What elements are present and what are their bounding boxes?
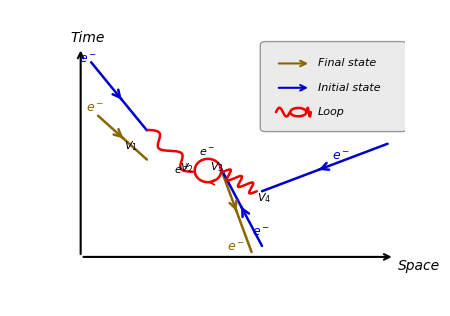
Text: $e^-$: $e^-$	[227, 241, 246, 254]
Text: $e^-$: $e^-$	[86, 102, 104, 115]
Text: Loop: Loop	[318, 107, 345, 117]
Text: $V_1$: $V_1$	[124, 139, 138, 153]
Text: $V_2$: $V_2$	[180, 161, 194, 175]
Text: Initial state: Initial state	[318, 83, 380, 93]
Text: $e^+$: $e^+$	[174, 162, 190, 177]
Text: Space: Space	[398, 259, 440, 273]
Text: Final state: Final state	[318, 58, 376, 69]
Text: Time: Time	[70, 31, 104, 45]
Text: $e^-$: $e^-$	[79, 53, 97, 66]
Text: $e^-$: $e^-$	[199, 147, 216, 158]
Text: $V_3$: $V_3$	[210, 161, 224, 174]
Text: $V_4$: $V_4$	[257, 191, 271, 205]
FancyBboxPatch shape	[260, 42, 407, 131]
Text: $e^-$: $e^-$	[332, 149, 350, 162]
Text: $e^-$: $e^-$	[252, 226, 270, 239]
